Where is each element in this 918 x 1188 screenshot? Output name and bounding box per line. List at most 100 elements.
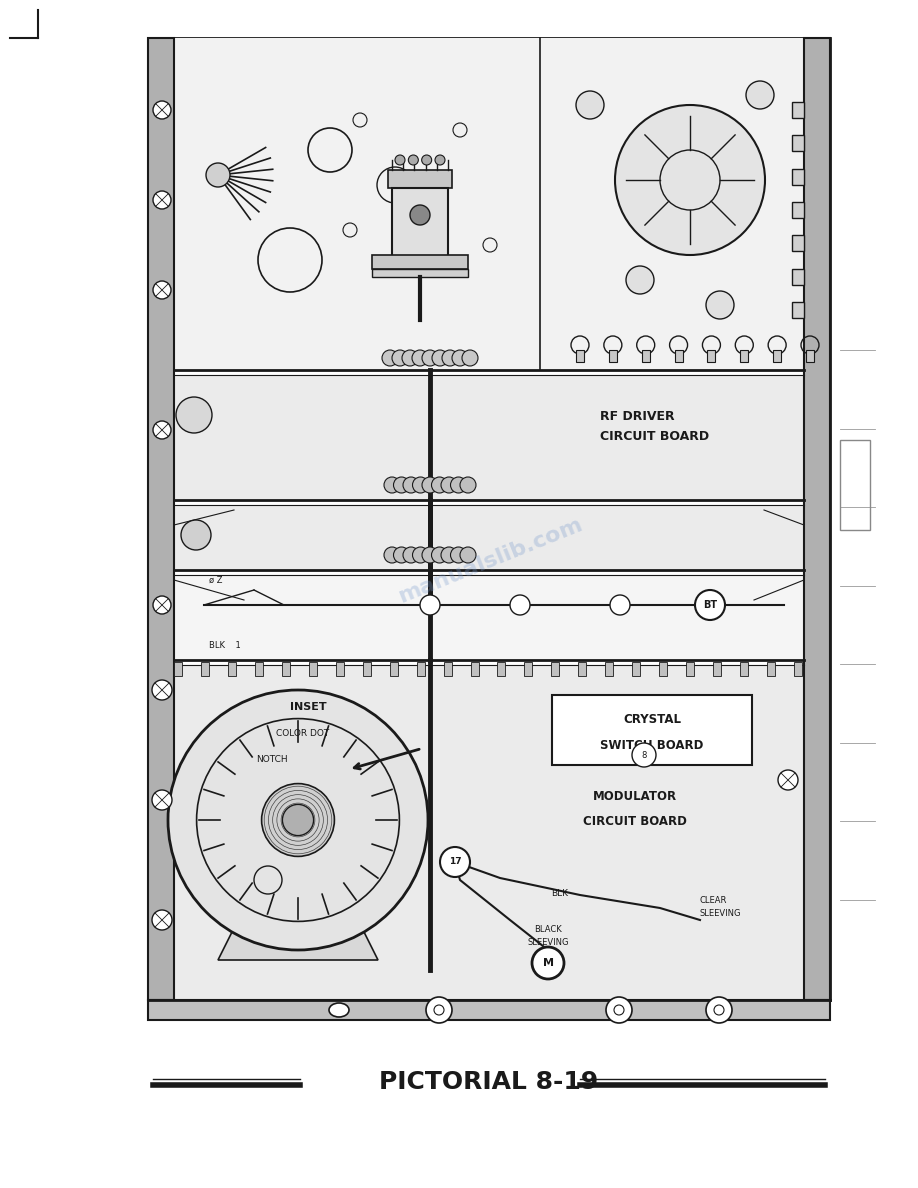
Bar (228, 662, 236, 676)
Circle shape (576, 91, 604, 119)
Circle shape (412, 478, 429, 493)
Text: MODULATOR: MODULATOR (593, 790, 677, 803)
Bar (605, 662, 613, 676)
Circle shape (153, 101, 171, 119)
Bar (552, 662, 559, 676)
Text: PICTORIAL 8-19: PICTORIAL 8-19 (379, 1070, 599, 1094)
Bar (388, 170, 452, 188)
Ellipse shape (329, 1003, 349, 1017)
Circle shape (442, 350, 458, 366)
Text: BLACK: BLACK (534, 925, 562, 934)
Circle shape (615, 105, 765, 255)
Bar (792, 268, 804, 285)
Bar (417, 662, 425, 676)
Text: SLEEVING: SLEEVING (700, 909, 742, 918)
Circle shape (152, 790, 172, 810)
Text: COLOR DOT: COLOR DOT (276, 728, 330, 738)
Bar (392, 188, 448, 263)
Bar (148, 38, 830, 1000)
Bar (792, 235, 804, 252)
Bar (792, 302, 804, 318)
Circle shape (746, 81, 774, 109)
Bar (792, 169, 804, 184)
Bar (740, 350, 748, 362)
Circle shape (431, 478, 447, 493)
Circle shape (403, 546, 419, 563)
Text: INSET: INSET (290, 701, 326, 712)
Text: CLEAR: CLEAR (700, 896, 727, 905)
Circle shape (422, 350, 438, 366)
Bar (389, 662, 397, 676)
Circle shape (283, 804, 314, 835)
Circle shape (153, 596, 171, 614)
Circle shape (441, 478, 457, 493)
Bar (773, 350, 781, 362)
Circle shape (632, 742, 656, 767)
Circle shape (152, 910, 172, 930)
Bar (609, 350, 617, 362)
Text: NOTCH: NOTCH (256, 754, 288, 764)
Bar (174, 575, 804, 661)
Bar (675, 350, 683, 362)
Bar (767, 662, 775, 676)
Circle shape (421, 154, 431, 165)
Circle shape (384, 546, 400, 563)
Bar (578, 662, 587, 676)
Circle shape (382, 350, 398, 366)
Circle shape (422, 478, 438, 493)
Bar (576, 350, 584, 362)
Bar (363, 662, 371, 676)
Circle shape (451, 546, 466, 563)
Bar (792, 202, 804, 219)
Circle shape (420, 595, 440, 615)
Bar (336, 662, 343, 676)
Circle shape (610, 595, 630, 615)
Circle shape (392, 350, 408, 366)
Circle shape (153, 282, 171, 299)
Bar (708, 350, 715, 362)
Circle shape (431, 546, 447, 563)
Circle shape (441, 546, 457, 563)
Text: ø Z: ø Z (209, 576, 222, 584)
Circle shape (394, 546, 409, 563)
Circle shape (778, 770, 798, 790)
Bar (372, 268, 468, 277)
Text: SLEEVING: SLEEVING (527, 939, 569, 947)
Bar (174, 505, 804, 570)
Bar (372, 255, 468, 268)
Circle shape (532, 947, 564, 979)
Text: M: M (543, 958, 554, 968)
Bar (148, 38, 174, 1000)
Text: CRYSTAL: CRYSTAL (623, 713, 681, 726)
Circle shape (384, 478, 400, 493)
Bar (524, 662, 532, 676)
Text: 8: 8 (642, 751, 646, 759)
Circle shape (460, 478, 476, 493)
Bar (174, 38, 804, 369)
Circle shape (181, 520, 211, 550)
Bar (633, 662, 640, 676)
Circle shape (432, 350, 448, 366)
Circle shape (412, 350, 428, 366)
Bar (792, 102, 804, 118)
Circle shape (153, 421, 171, 440)
Bar (148, 1000, 830, 1020)
Circle shape (412, 546, 429, 563)
Circle shape (695, 590, 725, 620)
Bar (308, 662, 317, 676)
Circle shape (460, 546, 476, 563)
Bar (443, 662, 452, 676)
Text: BLK    1: BLK 1 (209, 642, 241, 650)
Text: BT: BT (703, 600, 717, 609)
Circle shape (510, 595, 530, 615)
Circle shape (452, 350, 468, 366)
Text: 17: 17 (449, 858, 462, 866)
Bar (642, 350, 650, 362)
Text: CIRCUIT BOARD: CIRCUIT BOARD (583, 815, 687, 828)
Circle shape (422, 546, 438, 563)
Bar (201, 662, 209, 676)
Circle shape (262, 784, 334, 857)
Circle shape (168, 690, 428, 950)
Text: manualslib.com: manualslib.com (395, 513, 585, 606)
Bar (255, 662, 263, 676)
